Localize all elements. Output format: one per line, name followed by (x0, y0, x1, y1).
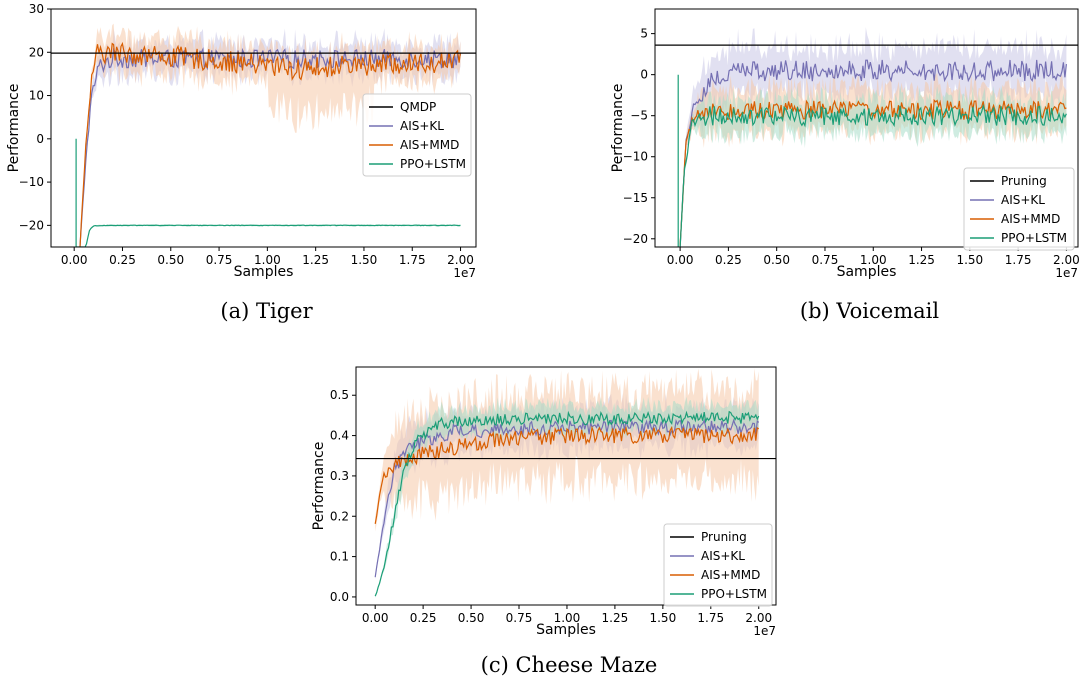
x-tick-label: 0.50 (157, 253, 184, 267)
axes-frame (50, 8, 477, 248)
y-axis-label: Performance (6, 84, 22, 173)
y-tick-label: 0 (36, 132, 44, 146)
band-ais-mmd (375, 368, 759, 532)
axes-frame (355, 366, 777, 606)
x-tick-label: 1.25 (602, 611, 629, 625)
legend-entry: QMDP (400, 100, 436, 114)
x-tick-label: 1.50 (351, 253, 378, 267)
x-tick-label: 2.00 (745, 611, 772, 625)
band-ais-mmd (80, 23, 461, 247)
y-axis-label: Performance (610, 84, 626, 173)
x-tick-label: 0.50 (763, 253, 790, 267)
x-tick-label: 0.25 (715, 253, 742, 267)
line-ais-kl (679, 59, 1067, 247)
x-tick-label: 0.25 (410, 611, 437, 625)
y-axis-label: Performance (311, 442, 327, 531)
y-tick-label: 0.3 (330, 469, 349, 483)
x-tick-label: 0.50 (458, 611, 485, 625)
panel-caption: (a) Tiger (220, 299, 313, 323)
plot-area (356, 368, 776, 598)
legend-entry: AIS+MMD (701, 568, 760, 582)
y-tick-label: 0 (640, 68, 648, 82)
x-tick-label: 0.00 (362, 611, 389, 625)
plot-area (51, 23, 476, 247)
line-ais-mmd (79, 41, 462, 247)
x-tick-label: 0.00 (667, 253, 694, 267)
legend-entry: Pruning (1001, 174, 1047, 188)
legend-entry: PPO+LSTM (701, 587, 767, 601)
y-tick-label: 5 (640, 27, 648, 41)
x-tick-label: 1.50 (649, 611, 676, 625)
y-tick-label: 10 (29, 89, 44, 103)
legend-entry: PPO+LSTM (1001, 231, 1067, 245)
x-tick-label: 0.75 (206, 253, 233, 267)
y-tick-label: 30 (29, 2, 44, 16)
line-ais-kl (79, 47, 462, 247)
x-axis-label: Samples (234, 264, 294, 280)
x-tick-label: 1.25 (908, 253, 935, 267)
line-ais-mmd (374, 425, 760, 525)
y-tick-label: −15 (623, 191, 648, 205)
legend-entry: PPO+LSTM (400, 157, 466, 171)
y-tick-label: 20 (29, 45, 44, 59)
x-axis-label: Samples (837, 264, 897, 280)
x-tick-label: 1.75 (399, 253, 426, 267)
panel-cheese-maze: 0.00 0.25 0.50 0.75 1.00 1.25 1.50 1.75 2.00 0.0 0… (311, 366, 777, 677)
legend-entry: Pruning (701, 530, 747, 544)
y-tick-label: −10 (623, 150, 648, 164)
x-tick-label: 1.00 (860, 253, 887, 267)
y-tick-label: 0.5 (330, 388, 349, 402)
x-tick-label: 1.50 (956, 253, 983, 267)
band-ppo-lstm (375, 396, 759, 598)
panel-voicemail: 0.00 0.25 0.50 0.75 1.00 1.25 1.50 1.75 2.00 −20 −… (610, 8, 1080, 323)
y-tick-label: 0.1 (330, 550, 349, 564)
legend-box (362, 93, 472, 177)
x-tick-label: 1.00 (554, 611, 581, 625)
axes-frame (654, 8, 1079, 248)
legend-entry: AIS+KL (1001, 193, 1045, 207)
legend: Pruning AIS+KL AIS+MMD PPO+LSTM (663, 523, 773, 607)
x-tick-label: 1.75 (697, 611, 724, 625)
legend-entry: AIS+KL (701, 549, 745, 563)
x-tick-label: 2.00 (1053, 253, 1080, 267)
legend-entry: AIS+KL (400, 119, 444, 133)
x-offset-label: 1e7 (453, 266, 476, 280)
x-tick-label: 0.25 (109, 253, 136, 267)
legend-entry: AIS+MMD (1001, 212, 1060, 226)
plot-area (655, 27, 1078, 247)
panel-caption: (c) Cheese Maze (481, 653, 658, 677)
x-tick-label: 1.25 (302, 253, 329, 267)
legend-box (663, 523, 773, 607)
panel-caption: (b) Voicemail (800, 299, 939, 323)
band-ppo-lstm (76, 224, 461, 247)
x-tick-label: 1.75 (1005, 253, 1032, 267)
x-tick-label: 0.75 (812, 253, 839, 267)
y-tick-label: −20 (19, 218, 44, 232)
line-ppo-lstm (677, 74, 1067, 247)
band-ppo-lstm (680, 85, 1067, 247)
legend: QMDP AIS+KL AIS+MMD PPO+LSTM (362, 93, 472, 177)
line-ppo-lstm (75, 138, 461, 247)
x-tick-label: 2.00 (447, 253, 474, 267)
x-tick-label: 0.75 (506, 611, 533, 625)
x-offset-label: 1e7 (753, 624, 776, 638)
y-tick-label: 0.0 (330, 590, 349, 604)
y-tick-label: −5 (630, 109, 648, 123)
x-offset-label: 1e7 (1055, 266, 1078, 280)
legend-entry: AIS+MMD (400, 138, 459, 152)
y-tick-label: 0.2 (330, 509, 349, 523)
y-tick-label: −10 (19, 175, 44, 189)
line-ppo-lstm (374, 410, 760, 597)
x-tick-label: 1.00 (254, 253, 281, 267)
x-axis-label: Samples (536, 622, 596, 638)
y-tick-label: 0.4 (330, 429, 349, 443)
panel-tiger: 0.00 0.25 0.50 0.75 1.00 1.25 1.50 1.75 2.00 −20 −… (6, 2, 477, 323)
legend-box (963, 167, 1075, 251)
x-tick-label: 0.00 (61, 253, 88, 267)
y-tick-label: −20 (623, 232, 648, 246)
legend: Pruning AIS+KL AIS+MMD PPO+LSTM (963, 167, 1075, 251)
